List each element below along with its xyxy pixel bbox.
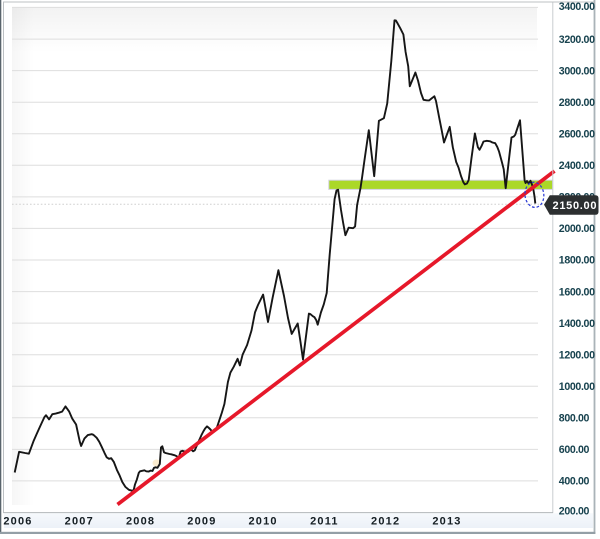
svg-text:800.00: 800.00 [559, 413, 590, 425]
svg-text:2008: 2008 [126, 516, 155, 528]
svg-text:3400.00: 3400.00 [559, 1, 595, 13]
svg-text:400.00: 400.00 [559, 476, 590, 488]
svg-text:2150.00: 2150.00 [553, 200, 598, 212]
svg-text:2600.00: 2600.00 [559, 129, 595, 141]
svg-text:2007: 2007 [65, 516, 94, 528]
svg-text:2006: 2006 [3, 516, 32, 528]
svg-text:200.00: 200.00 [559, 506, 590, 518]
svg-text:1200.00: 1200.00 [559, 349, 595, 361]
svg-text:2000.00: 2000.00 [559, 223, 595, 235]
svg-text:2009: 2009 [187, 516, 216, 528]
svg-text:2010: 2010 [248, 516, 277, 528]
svg-text:600.00: 600.00 [559, 444, 590, 456]
svg-text:3200.00: 3200.00 [559, 34, 595, 46]
svg-text:2013: 2013 [432, 516, 461, 528]
svg-text:2400.00: 2400.00 [559, 160, 595, 172]
svg-text:1400.00: 1400.00 [559, 318, 595, 330]
svg-text:1600.00: 1600.00 [559, 286, 595, 298]
svg-text:2011: 2011 [310, 516, 339, 528]
svg-text:1000.00: 1000.00 [559, 381, 595, 393]
svg-text:2800.00: 2800.00 [559, 97, 595, 109]
svg-text:2012: 2012 [371, 516, 400, 528]
svg-text:3000.00: 3000.00 [559, 65, 595, 77]
svg-text:1800.00: 1800.00 [559, 255, 595, 267]
